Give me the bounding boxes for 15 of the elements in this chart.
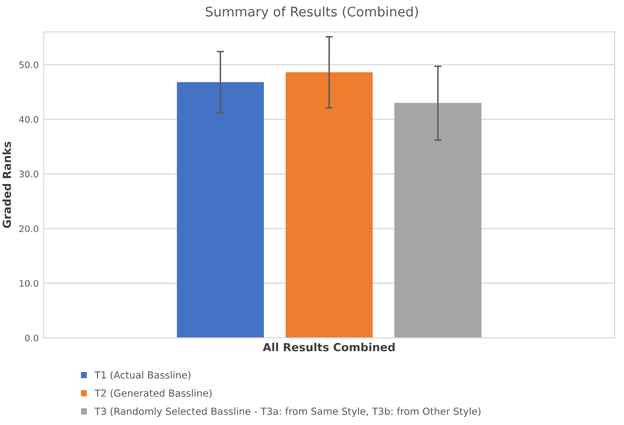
- y-tick-label: 10.0: [20, 280, 38, 287]
- y-tick-label: 30.0: [19, 170, 38, 178]
- x-tick-label: All Results Combined: [262, 342, 395, 352]
- bar: [286, 72, 373, 338]
- chart-title: Summary of Results (Combined): [206, 6, 418, 20]
- bar: [394, 102, 482, 338]
- legend-label: T1 (Actual Bassline): [94, 371, 190, 380]
- bar: [176, 82, 264, 338]
- y-axis-title: Graded Ranks: [2, 142, 12, 228]
- legend-label: T2 (Generated Bassline): [94, 389, 212, 398]
- y-tick-label: 0.0: [25, 334, 38, 342]
- y-tick-label: 50.0: [19, 61, 38, 68]
- y-tick-label: 40.0: [19, 116, 38, 123]
- legend-label: T3 (Randomly Selected Bassline - T3a: from Same Style, T3b: from Other Style): [94, 407, 480, 417]
- y-tick-label: 20.0: [19, 225, 38, 232]
